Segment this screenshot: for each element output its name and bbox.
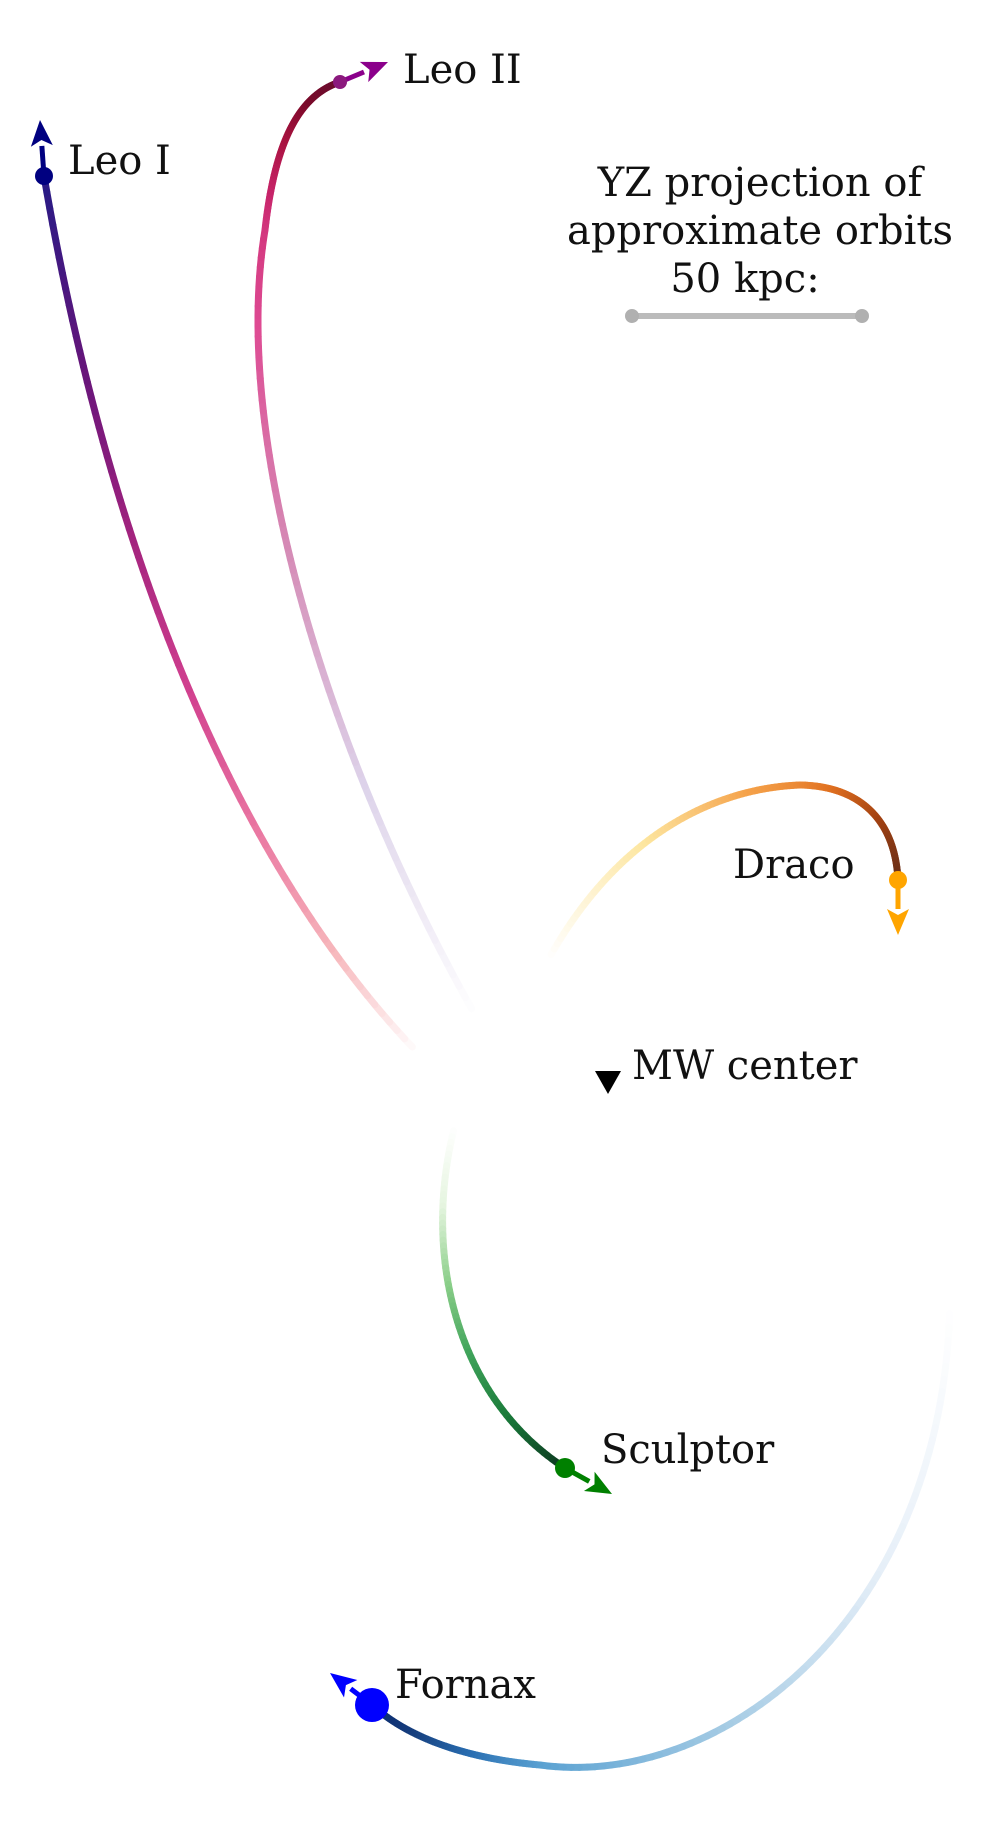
- label-fornax: Fornax: [395, 1662, 536, 1708]
- mw-center: MW center: [595, 1043, 858, 1094]
- label-leo-ii: Leo II: [403, 47, 522, 93]
- legend-title-line-3: 50 kpc:: [670, 256, 819, 302]
- position-marker-draco: [889, 871, 907, 889]
- orbit-leo-ii: [254, 61, 482, 1024]
- position-marker-leo-ii: [333, 75, 347, 89]
- position-marker-sculptor: [555, 1458, 575, 1478]
- label-draco: Draco: [733, 842, 855, 888]
- legend-title-line-1: YZ projection of: [597, 160, 926, 206]
- label-sculptor: Sculptor: [601, 1427, 775, 1473]
- velocity-arrow-head: [887, 909, 909, 935]
- orbit-fornax: [330, 1296, 954, 1771]
- velocity-arrow-head: [583, 1471, 612, 1494]
- position-marker-leo-i: [35, 167, 53, 185]
- velocity-arrow-head: [359, 61, 388, 83]
- legend: YZ projection of approximate orbits 50 k…: [567, 160, 953, 323]
- orbit-leo-i: [30, 120, 424, 1059]
- orbits-layer: [30, 61, 954, 1771]
- orbit-draco: [544, 781, 909, 964]
- scale-bar: [625, 309, 869, 323]
- orbit-sculptor: [439, 1121, 612, 1494]
- legend-title-line-2: approximate orbits: [567, 208, 953, 254]
- mw-center-marker: [595, 1071, 621, 1094]
- position-marker-fornax: [355, 1688, 389, 1722]
- velocity-arrow-head: [330, 1673, 358, 1698]
- mw-center-label: MW center: [632, 1043, 858, 1089]
- velocity-arrow-head: [30, 120, 53, 147]
- label-leo-i: Leo I: [68, 138, 171, 184]
